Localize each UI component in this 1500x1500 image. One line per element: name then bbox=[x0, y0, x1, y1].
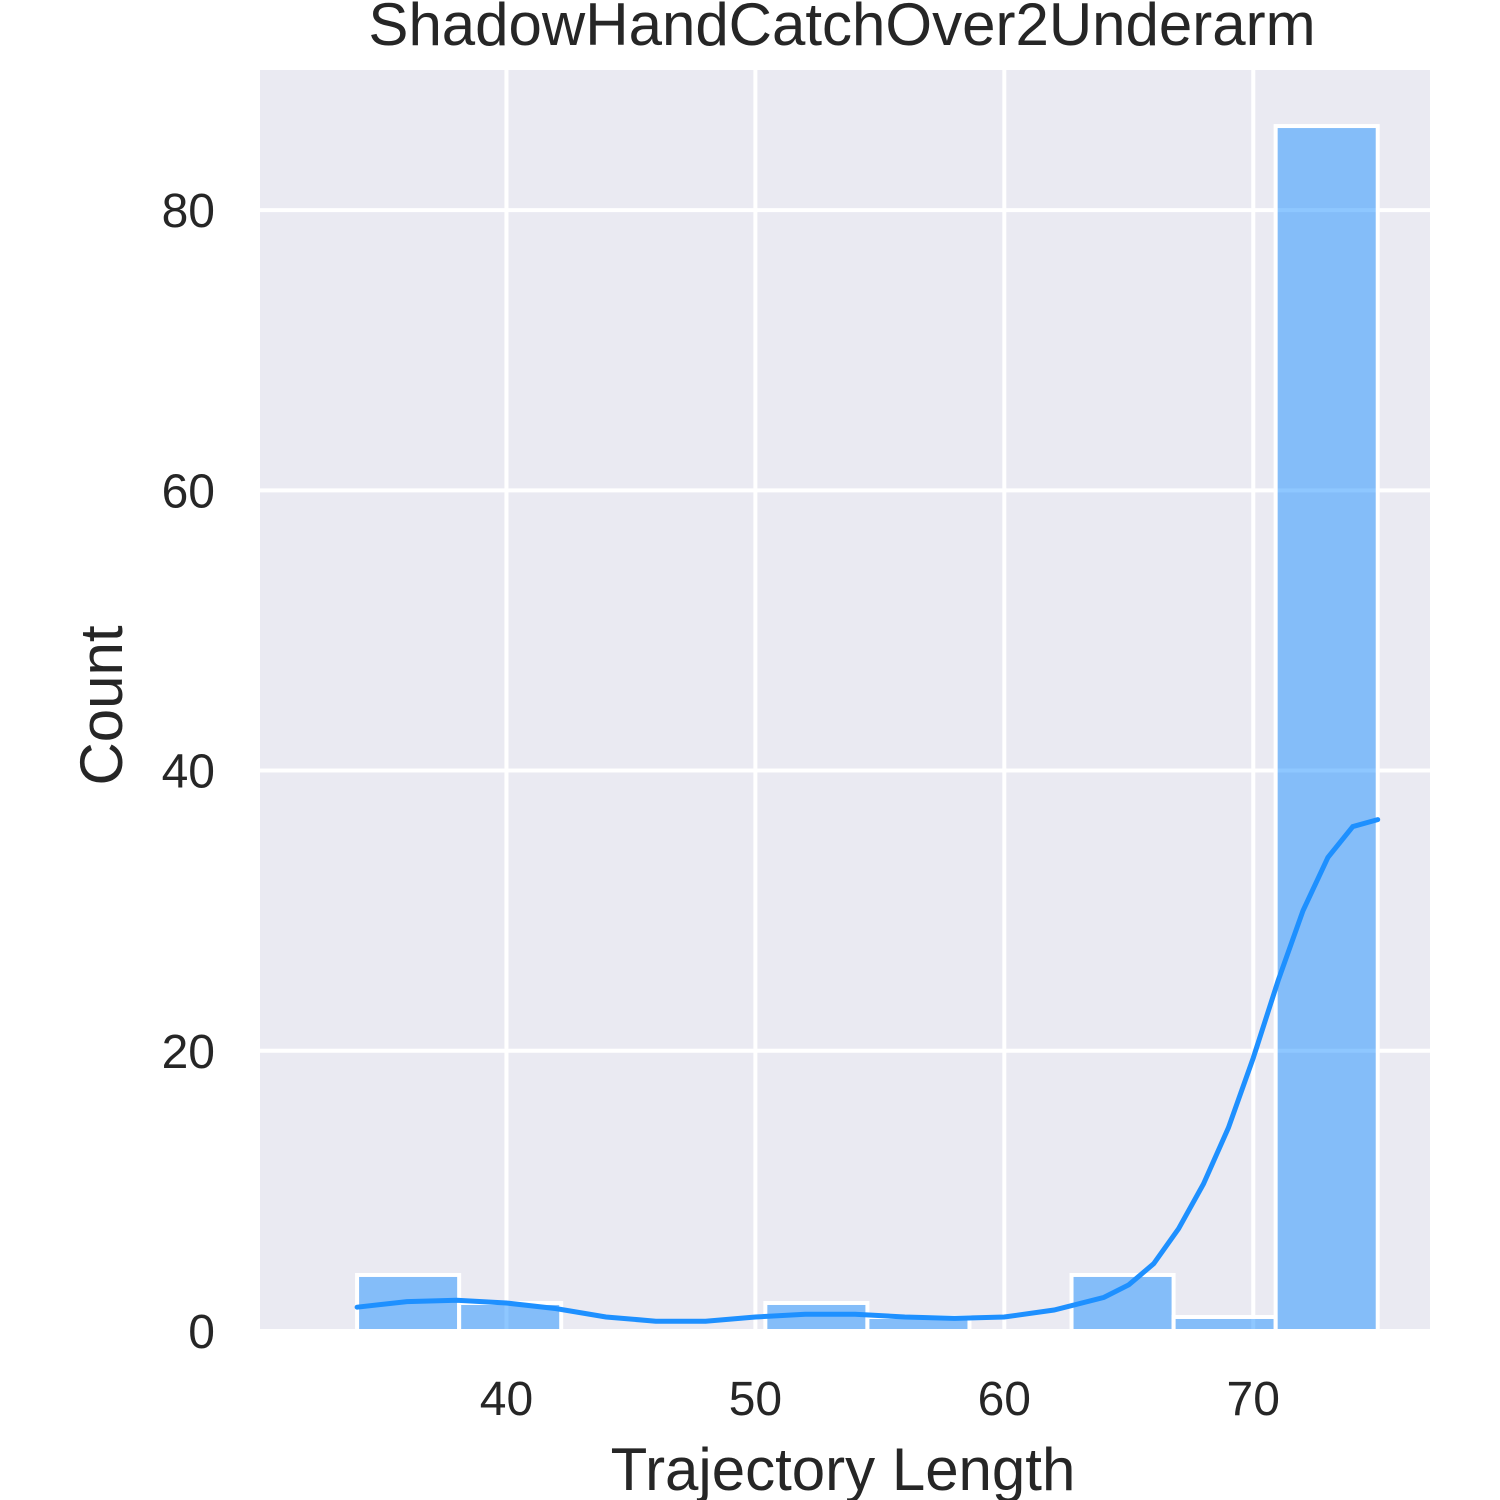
y-tick-label: 60 bbox=[162, 465, 215, 518]
kde-curve bbox=[354, 817, 1381, 1324]
x-tick-label: 40 bbox=[480, 1373, 533, 1426]
histogram-bar bbox=[1171, 1314, 1278, 1334]
x-tick-label: 50 bbox=[729, 1373, 782, 1426]
y-axis-title: Count bbox=[68, 625, 135, 785]
histogram-bar bbox=[1273, 124, 1380, 1334]
plot-background bbox=[260, 70, 1430, 1331]
x-axis-title: Trajectory Length bbox=[611, 1436, 1076, 1500]
chart-title: ShadowHandCatchOver2Underarm bbox=[368, 0, 1315, 58]
grid-lines bbox=[260, 70, 1430, 1333]
x-tick-label: 70 bbox=[1227, 1373, 1280, 1426]
y-tick-label: 0 bbox=[188, 1306, 215, 1359]
y-tick-label: 20 bbox=[162, 1026, 215, 1079]
y-tick-label: 80 bbox=[162, 185, 215, 238]
x-tick-labels: 40 50 60 70 bbox=[480, 1373, 1280, 1426]
y-tick-label: 40 bbox=[162, 746, 215, 799]
x-tick-label: 60 bbox=[978, 1373, 1031, 1426]
y-tick-labels: 0 20 40 60 80 bbox=[162, 185, 215, 1359]
